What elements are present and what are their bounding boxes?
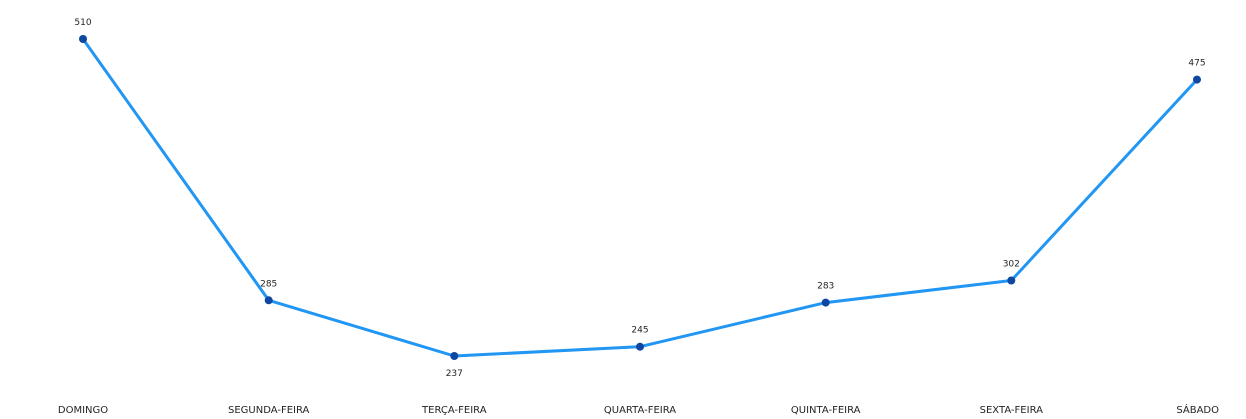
- x-tick-label: TERÇA-FEIRA: [421, 405, 487, 416]
- data-label: 510: [74, 18, 91, 28]
- data-label-layer: 510 285 237 245 283 302 475: [74, 18, 1205, 379]
- x-tick-label: SÁBADO: [1176, 403, 1219, 416]
- data-point[interactable]: [1193, 75, 1201, 84]
- data-point[interactable]: [1007, 276, 1016, 285]
- x-axis-ticks: DOMINGO SEGUNDA-FEIRA TERÇA-FEIRA QUARTA-FE…: [58, 403, 1219, 416]
- data-label: 237: [446, 369, 463, 379]
- data-point[interactable]: [821, 298, 830, 307]
- marker-layer: [79, 35, 1201, 360]
- x-tick-label: QUINTA-FEIRA: [791, 405, 861, 416]
- data-label: 475: [1188, 59, 1205, 69]
- data-point[interactable]: [450, 352, 459, 360]
- x-tick-label: DOMINGO: [58, 405, 108, 416]
- data-label: 245: [631, 326, 648, 336]
- data-point[interactable]: [79, 35, 87, 43]
- data-label: 283: [817, 282, 834, 292]
- series-line-layer: [81, 37, 1199, 358]
- x-tick-label: SEGUNDA-FEIRA: [228, 405, 310, 416]
- data-point[interactable]: [264, 296, 273, 305]
- data-label: 302: [1003, 260, 1020, 270]
- data-point[interactable]: [636, 342, 644, 351]
- x-tick-label: QUARTA-FEIRA: [604, 405, 676, 416]
- x-tick-label: SEXTA-FEIRA: [980, 405, 1043, 416]
- data-label: 285: [260, 279, 277, 289]
- series-line: [81, 37, 1199, 358]
